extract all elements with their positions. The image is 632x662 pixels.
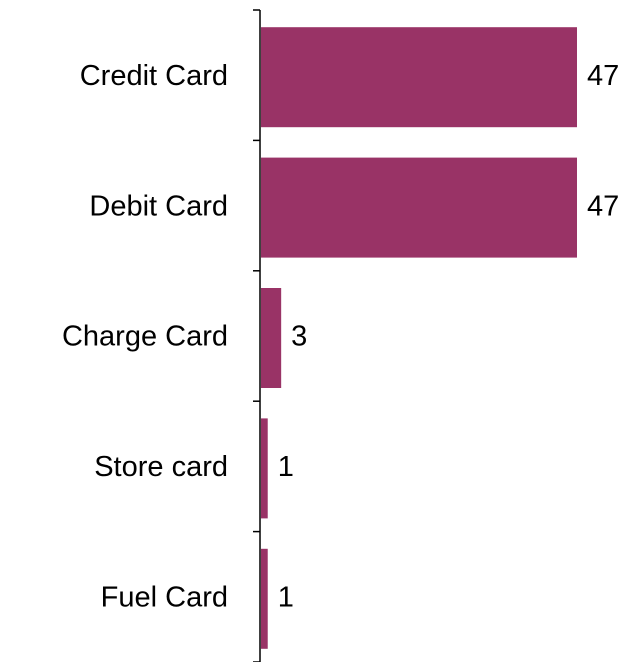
bar (261, 418, 268, 519)
y-tick-label: Debit Card (89, 190, 228, 222)
value-label: 3 (291, 321, 307, 353)
y-tick-label: Charge Card (62, 321, 228, 353)
y-tick-label: Store card (94, 451, 228, 483)
bar (261, 548, 268, 649)
bar (261, 288, 282, 388)
bar (261, 157, 577, 258)
value-label: 47 (587, 190, 619, 222)
y-tick-label: Fuel Card (101, 581, 228, 613)
value-label: 1 (278, 581, 294, 613)
y-tick-label: Credit Card (80, 60, 228, 92)
bar (261, 27, 577, 128)
value-label: 47 (587, 60, 619, 92)
value-label: 1 (278, 451, 294, 483)
